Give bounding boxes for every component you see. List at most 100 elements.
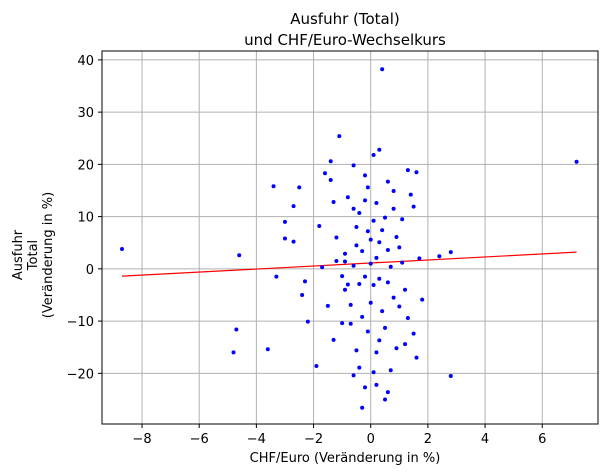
data-point: [371, 370, 376, 375]
data-point: [385, 390, 390, 395]
plot-frame: [101, 50, 599, 425]
data-point: [328, 178, 333, 183]
data-point: [331, 337, 336, 342]
y-tick-label: 10: [77, 211, 94, 226]
data-point: [374, 350, 379, 355]
data-point: [411, 204, 416, 209]
data-point: [371, 283, 376, 288]
data-point: [397, 245, 402, 250]
y-tick-label: 0: [86, 263, 94, 278]
data-point: [383, 397, 388, 402]
x-tick-label: 0: [367, 432, 375, 447]
x-tick-label: 2: [424, 432, 432, 447]
data-point: [328, 159, 333, 164]
data-point: [385, 280, 390, 285]
data-point: [340, 321, 345, 326]
data-point: [400, 260, 405, 265]
data-point: [374, 201, 379, 206]
x-tick-label: 6: [538, 432, 546, 447]
x-tick-label: −2: [304, 432, 323, 447]
data-point: [120, 246, 125, 251]
grid-lines: [102, 51, 598, 424]
data-point: [354, 243, 359, 248]
data-point: [302, 279, 307, 284]
data-point: [360, 249, 365, 254]
data-point: [357, 365, 362, 370]
data-point: [331, 199, 336, 204]
data-point: [368, 237, 373, 242]
data-point: [363, 173, 368, 178]
data-point: [348, 302, 353, 307]
data-point: [317, 224, 322, 229]
data-point: [414, 170, 419, 175]
chart-title-line-1: Ausfuhr (Total): [290, 10, 400, 28]
data-point: [334, 235, 339, 240]
data-point: [354, 348, 359, 353]
data-point: [388, 264, 393, 269]
data-point: [383, 325, 388, 330]
data-point: [405, 315, 410, 320]
data-point: [291, 239, 296, 244]
data-point: [388, 368, 393, 373]
regression-line: [121, 251, 577, 277]
data-point: [385, 179, 390, 184]
data-point: [380, 309, 385, 314]
data-point: [314, 364, 319, 369]
data-point: [437, 254, 442, 259]
data-point: [374, 382, 379, 387]
data-points: [120, 67, 579, 410]
x-tick-label: −4: [247, 432, 266, 447]
y-axis-label-line-2: Total: [26, 240, 41, 271]
data-point: [371, 152, 376, 157]
data-point: [363, 385, 368, 390]
data-point: [360, 405, 365, 410]
data-point: [291, 204, 296, 209]
data-point: [377, 240, 382, 245]
data-point: [371, 218, 376, 223]
data-point: [345, 195, 350, 200]
data-point: [403, 287, 408, 292]
data-point: [342, 259, 347, 264]
data-point: [363, 198, 368, 203]
data-point: [325, 303, 330, 308]
data-point: [231, 350, 236, 355]
data-point: [342, 287, 347, 292]
data-point: [300, 292, 305, 297]
data-point: [448, 250, 453, 255]
data-point: [391, 295, 396, 300]
data-point: [351, 263, 356, 268]
x-tick-label: −6: [190, 432, 209, 447]
data-point: [574, 159, 579, 164]
data-point: [360, 314, 365, 319]
data-point: [408, 192, 413, 197]
data-point: [414, 355, 419, 360]
data-point: [377, 276, 382, 281]
data-point: [411, 331, 416, 336]
data-point: [403, 342, 408, 347]
data-point: [271, 184, 276, 189]
data-point: [237, 253, 242, 258]
x-tick-label: 4: [481, 432, 489, 447]
data-point: [377, 338, 382, 343]
data-point: [385, 248, 390, 253]
x-tick-label: −8: [132, 432, 151, 447]
data-point: [397, 304, 402, 309]
data-point: [420, 297, 425, 302]
data-point: [391, 206, 396, 211]
data-point: [363, 274, 368, 279]
data-point: [394, 346, 399, 351]
data-point: [234, 327, 239, 332]
y-tick-label: −10: [67, 315, 94, 330]
data-point: [351, 206, 356, 211]
data-point: [380, 228, 385, 233]
y-axis-label-line-3: (Veränderung in %): [41, 192, 56, 318]
data-point: [348, 321, 353, 326]
data-point: [342, 251, 347, 256]
data-point: [305, 319, 310, 324]
data-point: [391, 189, 396, 194]
data-point: [368, 261, 373, 266]
data-point: [357, 210, 362, 215]
